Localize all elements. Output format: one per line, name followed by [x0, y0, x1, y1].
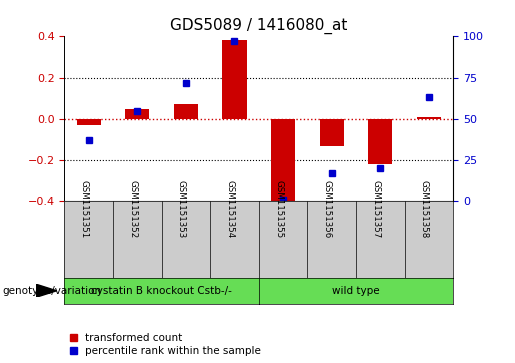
- Bar: [174, 105, 198, 119]
- Bar: [222, 40, 247, 119]
- Text: genotype/variation: genotype/variation: [3, 286, 101, 296]
- Text: cystatin B knockout Cstb-/-: cystatin B knockout Cstb-/-: [91, 286, 232, 296]
- Text: GSM1151355: GSM1151355: [274, 180, 283, 238]
- Bar: [125, 109, 149, 119]
- Text: GSM1151354: GSM1151354: [226, 180, 234, 238]
- Text: GSM1151358: GSM1151358: [420, 180, 429, 238]
- Text: GSM1151352: GSM1151352: [128, 180, 138, 238]
- Text: GSM1151351: GSM1151351: [80, 180, 89, 238]
- Text: GSM1151353: GSM1151353: [177, 180, 186, 238]
- Text: wild type: wild type: [332, 286, 380, 296]
- Legend: transformed count, percentile rank within the sample: transformed count, percentile rank withi…: [70, 333, 261, 356]
- Bar: [368, 119, 392, 164]
- Bar: [319, 119, 344, 146]
- Polygon shape: [36, 284, 57, 297]
- Bar: [417, 117, 441, 119]
- Text: GSM1151357: GSM1151357: [371, 180, 380, 238]
- Bar: [77, 119, 101, 125]
- Bar: [271, 119, 295, 204]
- Text: GSM1151356: GSM1151356: [323, 180, 332, 238]
- Title: GDS5089 / 1416080_at: GDS5089 / 1416080_at: [170, 17, 348, 33]
